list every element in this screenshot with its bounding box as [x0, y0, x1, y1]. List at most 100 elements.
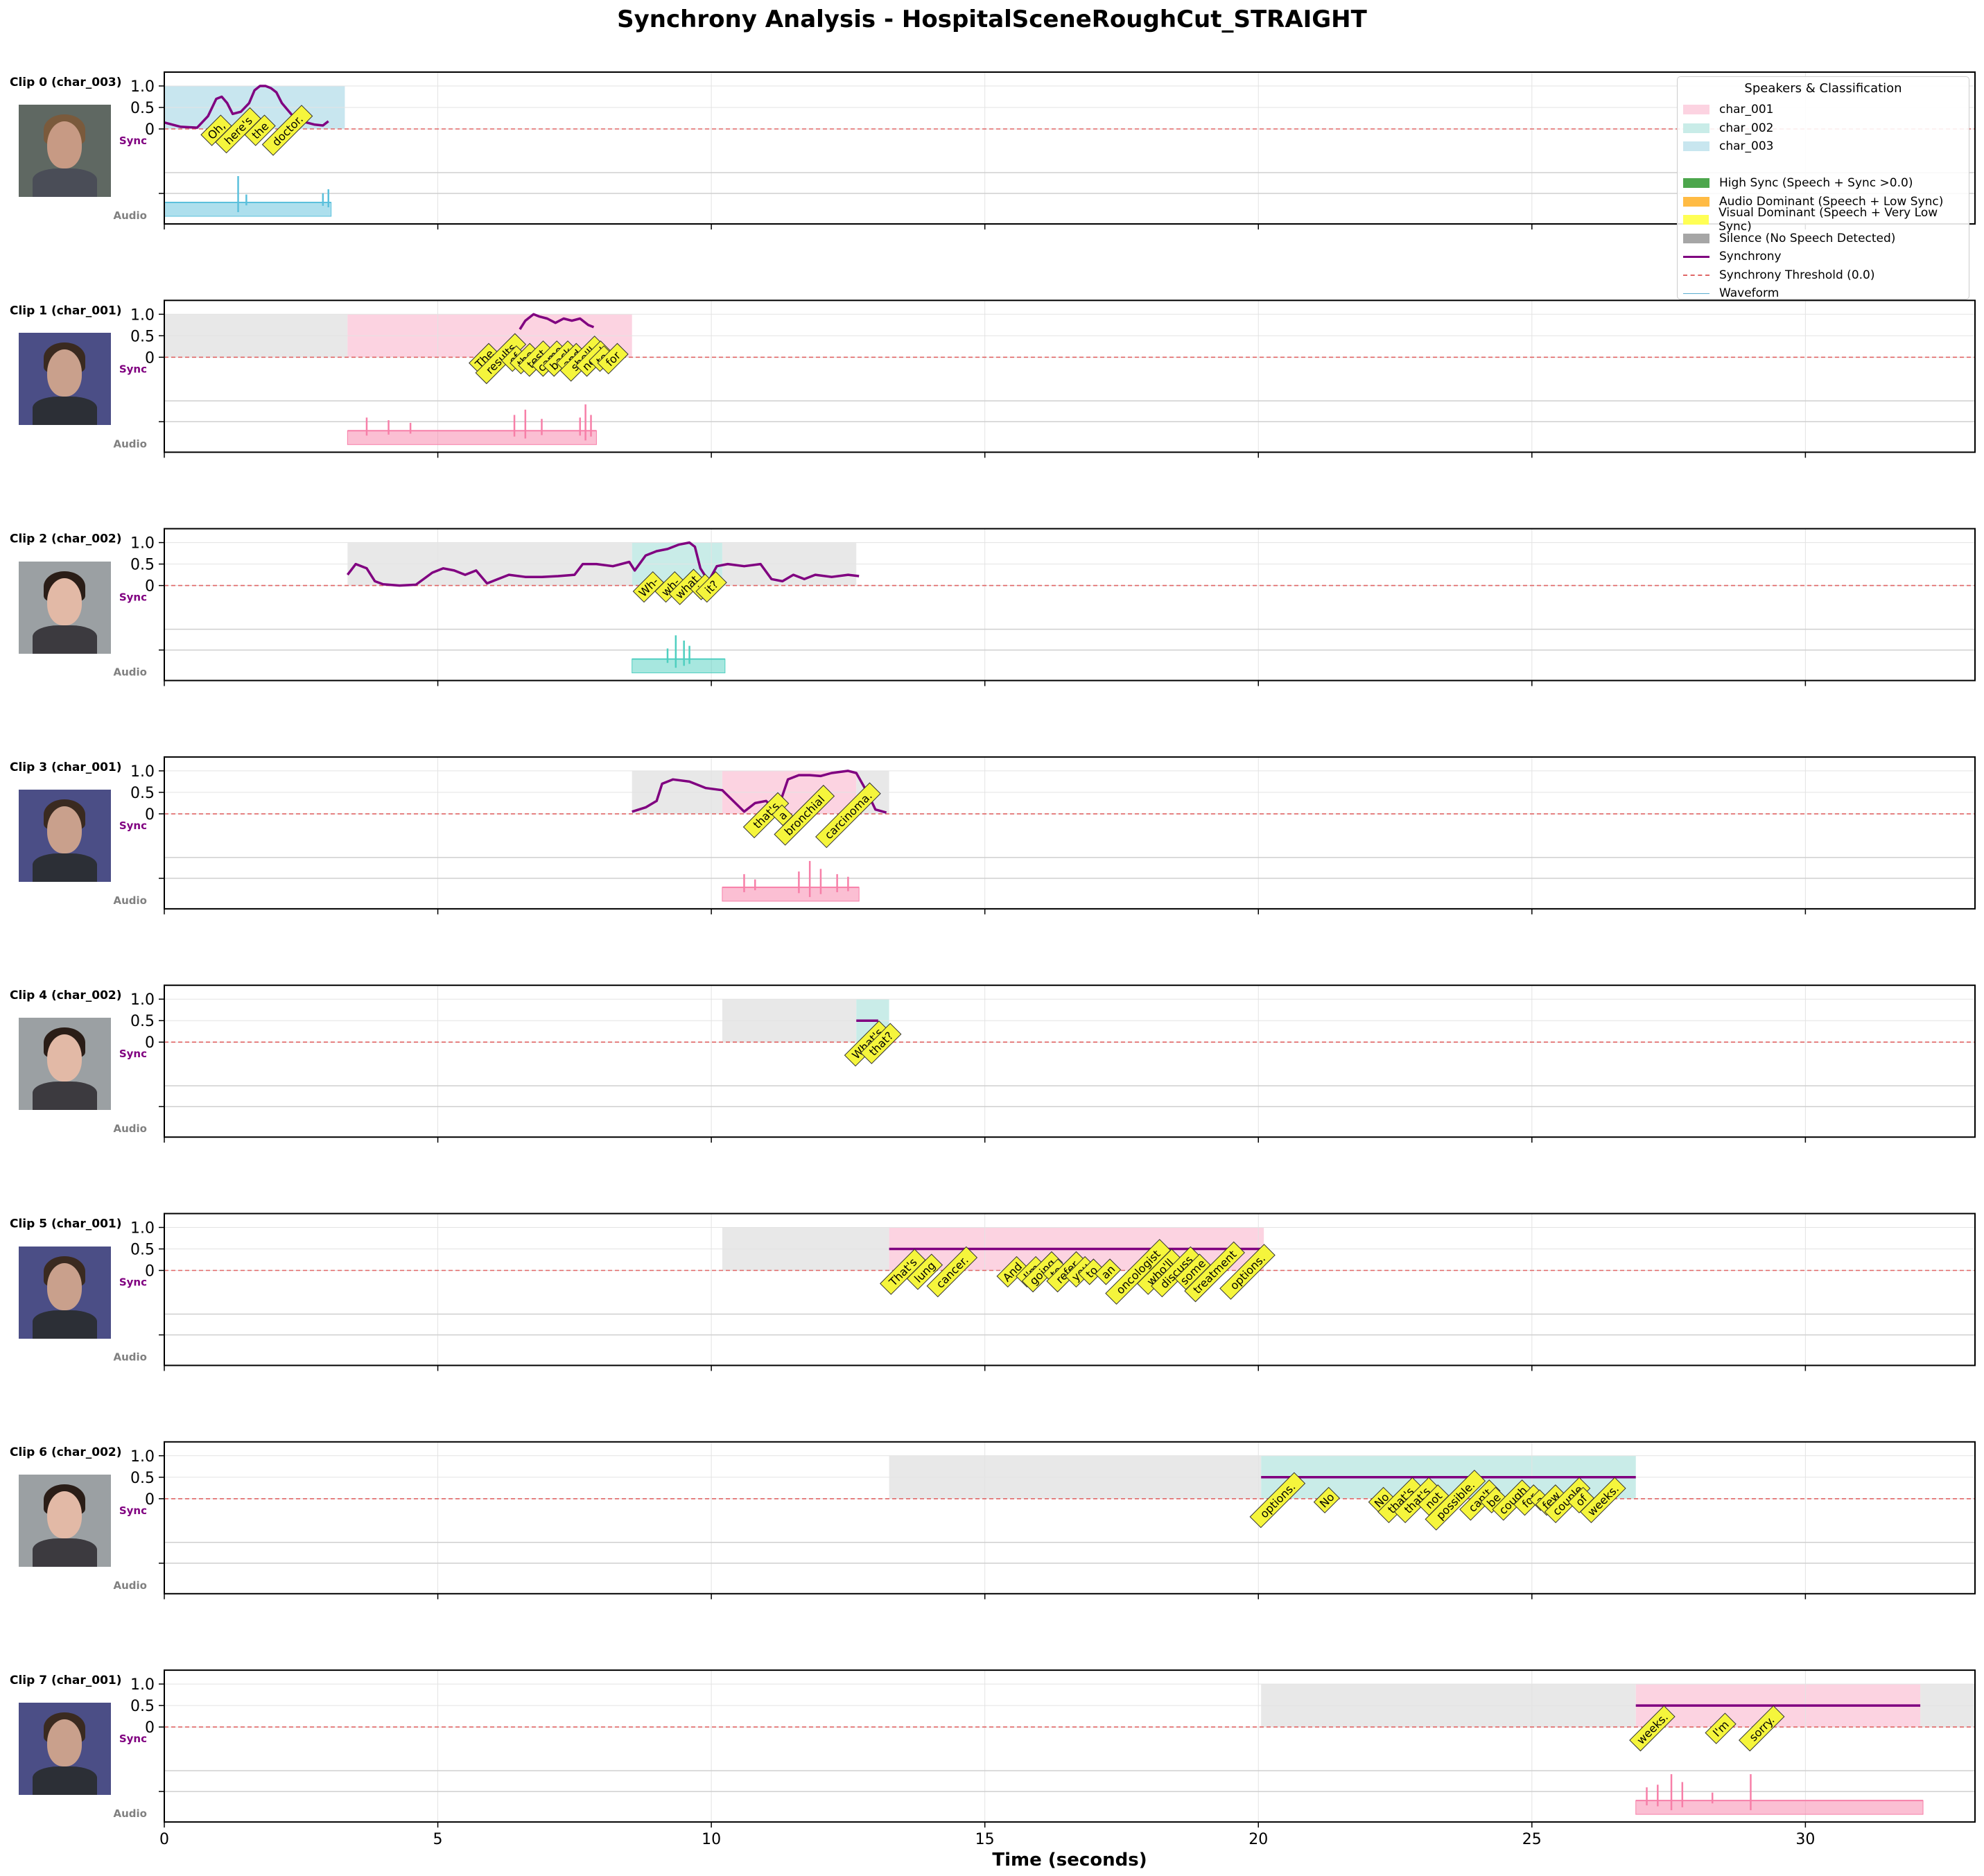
legend-item: Silence (No Speech Detected): [1683, 229, 1895, 247]
panel-frame: [164, 1213, 1976, 1366]
y-tick-label: 0.5: [130, 557, 155, 574]
legend-label: Audio Dominant (Speech + Low Sync): [1719, 194, 1944, 209]
word-label: No: [1313, 1486, 1340, 1513]
y-tick-label: 0.5: [130, 785, 155, 802]
y-tick-label: 0: [145, 578, 155, 596]
face-body: [33, 1082, 97, 1111]
sync-axis-label: Sync: [119, 134, 147, 147]
sync-axis-label: Sync: [119, 1048, 147, 1060]
panel-frame: [164, 1669, 1976, 1823]
audio-block: [632, 659, 726, 674]
word-box: [1249, 1472, 1306, 1529]
face-head: [47, 121, 82, 168]
word-box: [1184, 1241, 1245, 1303]
speaker-thumbnail: [19, 1018, 111, 1111]
panel-frame: [164, 984, 1976, 1138]
clip-label: Clip 4 (char_002): [10, 989, 122, 1002]
sync-axis-label: Sync: [119, 1276, 147, 1289]
word-box: [261, 105, 313, 156]
legend-item: Synchrony Threshold (0.0): [1683, 266, 1875, 284]
x-axis-label: Time (seconds): [992, 1850, 1147, 1870]
word-label: be: [1480, 1486, 1507, 1513]
word-box: [1219, 1244, 1276, 1300]
word-box: [215, 107, 261, 154]
word-box: [1425, 1469, 1486, 1531]
sync-axis-label: Sync: [119, 1504, 147, 1517]
x-tick-label: 25: [1522, 1831, 1542, 1848]
legend-item: Waveform: [1683, 284, 1779, 302]
x-tick-label: 5: [433, 1831, 443, 1848]
clip-label: Clip 5 (char_001): [10, 1217, 122, 1231]
legend-swatch: [1683, 196, 1709, 207]
word-label: to: [1078, 1258, 1105, 1285]
word-box: [1739, 1705, 1785, 1752]
word-box: [1580, 1477, 1626, 1524]
x-tick-label: 30: [1795, 1831, 1815, 1848]
panel-frame: [164, 1441, 1976, 1595]
speaker-thumbnail: [19, 105, 111, 197]
face-head: [47, 1719, 82, 1767]
face-body: [33, 853, 97, 882]
legend-swatch: [1683, 233, 1709, 243]
face-body: [33, 397, 97, 426]
audio-block: [722, 887, 860, 902]
face-body: [33, 1538, 97, 1567]
audio-axis-label: Audio: [114, 437, 147, 450]
word-box: [906, 1253, 943, 1290]
legend-item: char_001: [1683, 101, 1773, 119]
clip-panel-1: Theresultsofthetestcamebackandshe'llneed…: [10, 299, 1976, 458]
sync-axis-label: Sync: [119, 363, 147, 375]
word-box: [774, 785, 835, 846]
y-tick-label: 0: [145, 121, 155, 139]
clip-label: Clip 1 (char_001): [10, 304, 122, 318]
legend-item: Audio Dominant (Speech + Low Sync): [1683, 193, 1943, 211]
word-box: [1313, 1486, 1340, 1513]
word-box: [668, 568, 705, 605]
audio-block: [164, 202, 332, 217]
y-tick-label: 0.5: [130, 1013, 155, 1030]
y-tick-label: 1.0: [130, 763, 155, 781]
legend-swatch: [1683, 178, 1709, 188]
y-tick-label: 1.0: [130, 1448, 155, 1466]
word-box: [815, 782, 881, 849]
speaker-thumbnail: [19, 1703, 111, 1796]
face-body: [33, 168, 97, 197]
word-box: [926, 1246, 978, 1298]
face-head: [47, 1034, 82, 1082]
clip-label: Clip 7 (char_001): [10, 1674, 122, 1687]
legend-swatch: [1683, 105, 1709, 114]
sync-axis-label: Sync: [119, 1732, 147, 1745]
legend-item: Synchrony: [1683, 247, 1782, 266]
audio-axis-label: Audio: [114, 1122, 147, 1135]
legend-label: char_001: [1719, 103, 1774, 116]
word-label: it?: [695, 571, 727, 603]
speaker-thumbnail: [19, 561, 111, 654]
x-tick-label: 15: [975, 1831, 995, 1848]
clip-panel-6: options. No Nothat'sthat'snotpossible.can'…: [10, 1441, 1976, 1599]
y-tick-label: 0.5: [130, 328, 155, 345]
speaker-thumbnail: [19, 333, 111, 426]
y-tick-label: 0.5: [130, 1470, 155, 1487]
word-box: [1078, 1258, 1105, 1285]
y-tick-label: 1.0: [130, 1220, 155, 1237]
legend-swatch: [1683, 274, 1709, 276]
legend-swatch: [1683, 293, 1709, 294]
panel-frame: [164, 71, 1976, 225]
legend-label: Waveform: [1719, 286, 1779, 300]
speaker-thumbnail: [19, 789, 111, 882]
legend-label: Synchrony Threshold (0.0): [1719, 268, 1875, 282]
y-tick-label: 0: [145, 1719, 155, 1737]
legend-label: High Sync (Speech + Sync >0.0): [1719, 176, 1913, 190]
synchrony-line: [519, 313, 595, 330]
word-box: [1705, 1712, 1737, 1744]
speaker-thumbnail: [19, 1246, 111, 1339]
legend-swatch: [1683, 255, 1709, 258]
word-box: [742, 792, 790, 839]
y-tick-label: 0.5: [130, 100, 155, 117]
word-label: I'm: [1705, 1712, 1737, 1744]
legend-item: char_002: [1683, 119, 1773, 137]
panel-frame: [164, 756, 1976, 910]
